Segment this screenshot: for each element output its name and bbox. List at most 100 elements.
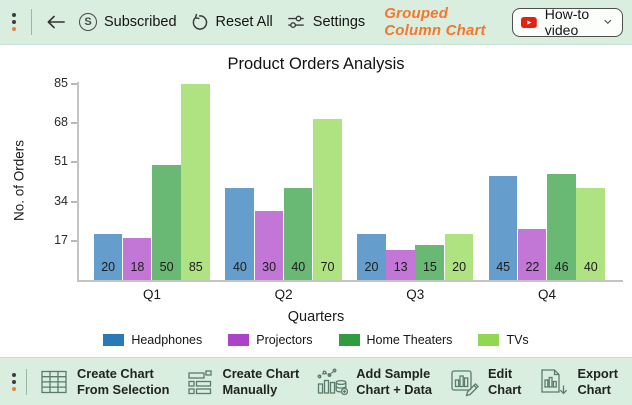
how-to-video-button[interactable]: How-to video	[511, 6, 623, 38]
bar-projectors-q2	[254, 210, 284, 280]
create-chart-from-selection-button[interactable]: Create Chart From Selection	[39, 366, 169, 397]
bottom-toolbar-items: Create Chart From Selection Create Chart Ma…	[35, 366, 624, 397]
bar-home-theaters-q3	[415, 245, 444, 280]
x-category-label: Q4	[537, 287, 556, 302]
bar-value-label: 45	[496, 260, 511, 274]
toolbar-divider	[26, 368, 27, 395]
x-category-label: Q2	[274, 287, 293, 302]
y-axis-line	[77, 82, 79, 280]
legend-swatch	[478, 334, 500, 346]
subscribed-button[interactable]: S Subscribed	[79, 13, 177, 31]
bar-value-label: 22	[525, 260, 540, 274]
bar-tvs-q2	[312, 118, 342, 280]
add-sample-chart-data-button[interactable]: Add Sample Chart + Data	[316, 366, 432, 397]
form-icon	[186, 368, 214, 396]
bar-tvs-q3	[444, 233, 474, 280]
y-tick-mark	[71, 83, 77, 85]
y-tick-mark	[71, 122, 77, 125]
bottom-toolbar-item-label: Create Chart From Selection	[77, 365, 170, 397]
y-tick-label: 17	[54, 232, 68, 247]
y-tick-label: 51	[54, 154, 68, 169]
settings-label: Settings	[312, 14, 366, 30]
reset-all-button[interactable]: Reset All	[190, 13, 273, 32]
youtube-icon	[520, 16, 537, 28]
overflow-menu-icon[interactable]	[10, 369, 18, 395]
bar-value-label: 18	[130, 260, 145, 274]
sample-chart-icon	[316, 367, 349, 396]
bottom-toolbar-item-label: Edit Chart	[488, 365, 522, 397]
legend-label: Projectors	[256, 333, 313, 347]
legend-item-projectors: Projectors	[228, 333, 313, 347]
chart-type-title: Grouped Column Chart	[384, 5, 486, 39]
bar-projectors-q3	[386, 250, 415, 280]
y-tick-label: 85	[54, 76, 68, 90]
legend-swatch	[103, 334, 125, 346]
settings-button[interactable]: Settings	[286, 12, 365, 32]
bar-headphones-q3	[356, 233, 386, 280]
bar-headphones-q1	[93, 233, 123, 280]
bar-value-label: 20	[452, 260, 467, 274]
bottom-toolbar-item-label: Create Chart Manually	[222, 365, 300, 397]
bottom-toolbar-item-label: Export Chart	[577, 365, 618, 397]
how-to-video-label: How-to video	[544, 6, 590, 38]
bar-home-theaters-q1	[152, 164, 181, 280]
legend-label: Headphones	[131, 333, 203, 347]
chart-legend: Headphones Projectors Home Theaters TVs	[0, 333, 632, 347]
x-axis-line	[77, 280, 623, 282]
x-category-label: Q3	[406, 287, 425, 302]
legend-item-home-theaters: Home Theaters	[338, 333, 453, 347]
legend-swatch	[338, 334, 360, 346]
export-chart-icon	[538, 367, 569, 397]
bar-value-label: 40	[291, 260, 306, 274]
overflow-menu-icon[interactable]	[10, 9, 18, 35]
bar-projectors-q1	[122, 238, 152, 280]
y-tick-mark	[71, 200, 77, 203]
reset-icon	[192, 13, 207, 30]
top-toolbar: S Subscribed Reset All Settings Grouped …	[0, 0, 632, 45]
table-grid-icon	[39, 368, 69, 396]
bar-value-label: 13	[393, 260, 408, 274]
bar-value-label: 50	[159, 260, 174, 274]
export-chart-button[interactable]: Export Chart	[538, 366, 618, 397]
bar-value-label: 30	[262, 260, 277, 274]
edit-chart-button[interactable]: Edit Chart	[449, 366, 521, 397]
bar-home-theaters-q4	[547, 173, 576, 280]
y-axis-title: No. of Orders	[11, 139, 27, 222]
bar-value-label: 40	[232, 260, 247, 274]
bar-value-label: 46	[554, 260, 569, 274]
bar-value-label: 85	[188, 260, 203, 274]
bar-home-theaters-q2	[283, 187, 313, 280]
bar-value-label: 15	[422, 260, 437, 274]
y-tick-mark	[71, 239, 77, 242]
y-tick-label: 34	[54, 193, 68, 208]
back-button[interactable]	[45, 14, 66, 30]
create-chart-manually-button[interactable]: Create Chart Manually	[186, 366, 299, 397]
chart-canvas: Product Orders Analysis No. of Orders Qu…	[0, 45, 632, 357]
chevron-down-icon	[604, 19, 612, 24]
legend-label: Home Theaters	[366, 333, 453, 347]
y-tick-label: 68	[54, 115, 68, 130]
bar-value-label: 40	[583, 260, 598, 274]
legend-item-headphones: Headphones	[103, 333, 202, 347]
bar-value-label: 20	[364, 260, 379, 274]
y-tick-mark	[71, 161, 77, 164]
subscription-icon: S	[79, 13, 97, 31]
legend-item-tvs: TVs	[478, 333, 529, 347]
x-axis-title: Quarters	[287, 309, 345, 325]
bottom-toolbar: Create Chart From Selection Create Chart Ma…	[0, 357, 632, 405]
reset-all-label: Reset All	[215, 14, 273, 30]
edit-chart-icon	[449, 367, 480, 397]
bar-projectors-q4	[517, 229, 547, 280]
legend-swatch	[228, 334, 250, 346]
bar-tvs-q1	[181, 84, 210, 280]
back-arrow-icon	[47, 15, 65, 29]
bar-value-label: 70	[320, 260, 335, 274]
bar-tvs-q4	[576, 187, 605, 280]
bar-headphones-q2	[225, 187, 254, 280]
bar-value-label: 20	[101, 260, 116, 274]
bar-headphones-q4	[488, 176, 518, 280]
chart-title: Product Orders Analysis	[227, 55, 405, 73]
toolbar-divider	[31, 9, 32, 35]
legend-label: TVs	[506, 333, 529, 347]
